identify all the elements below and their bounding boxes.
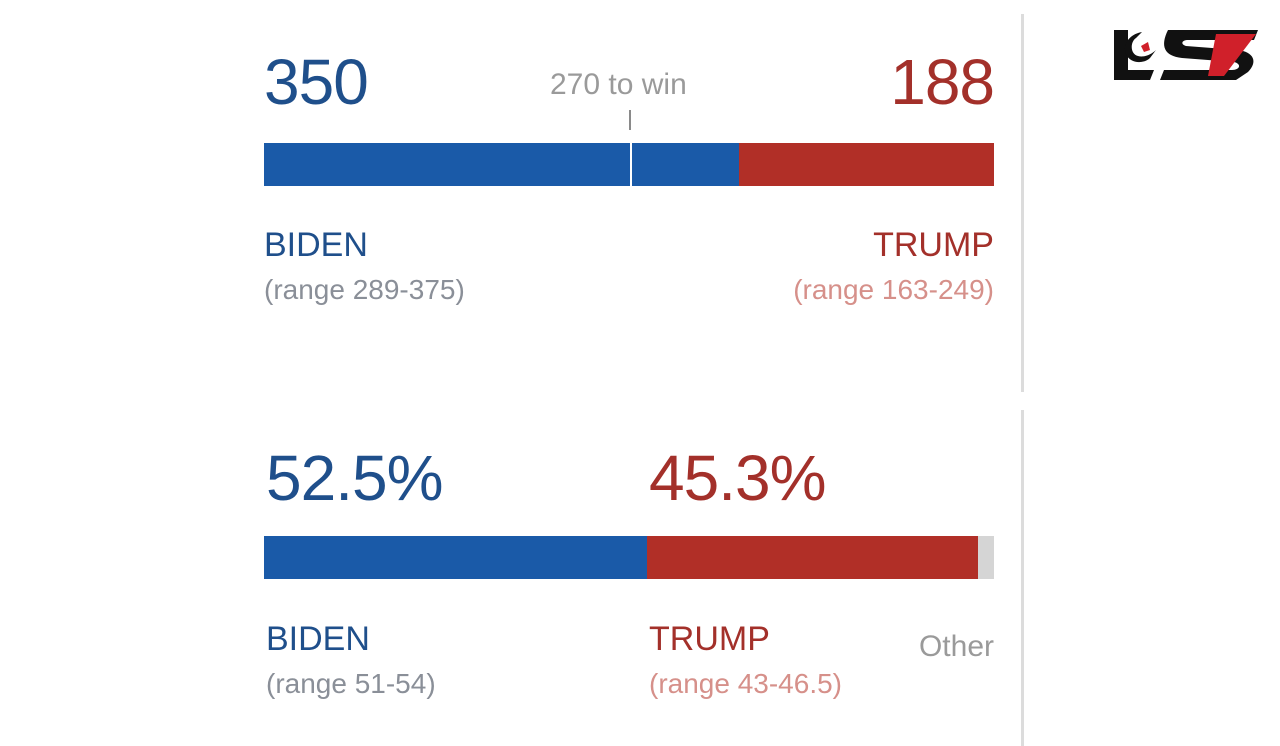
biden-popular-value: 52.5%	[266, 442, 443, 514]
trump-label: TRUMP	[873, 226, 994, 264]
biden-label: BIDEN	[264, 226, 368, 264]
divider-bottom	[1021, 410, 1024, 746]
trump-popular-range: (range 43-46.5)	[649, 668, 843, 699]
biden-electoral-value: 350	[264, 46, 369, 118]
trump-electoral-range: (range 163-249)	[793, 274, 994, 305]
trump-popular-label: TRUMP	[649, 620, 770, 658]
divider-top	[1021, 14, 1024, 392]
biden-popular-range: (range 51-54)	[266, 668, 436, 699]
threshold-label: 270 to win	[550, 68, 687, 101]
biden-popular-label: BIDEN	[266, 620, 370, 658]
trump-popular-value: 45.3%	[649, 442, 826, 514]
brand-logo-icon	[1114, 30, 1258, 80]
biden-electoral-range: (range 289-375)	[264, 274, 465, 305]
trump-popular-bar	[647, 536, 978, 579]
trump-electoral-value: 188	[890, 46, 995, 118]
biden-popular-bar	[264, 536, 647, 579]
threshold-tick	[629, 110, 631, 130]
other-popular-bar	[978, 536, 994, 579]
trump-electoral-bar	[739, 143, 994, 186]
biden-electoral-bar	[264, 143, 739, 186]
threshold-line	[630, 143, 632, 186]
other-label: Other	[918, 630, 994, 663]
